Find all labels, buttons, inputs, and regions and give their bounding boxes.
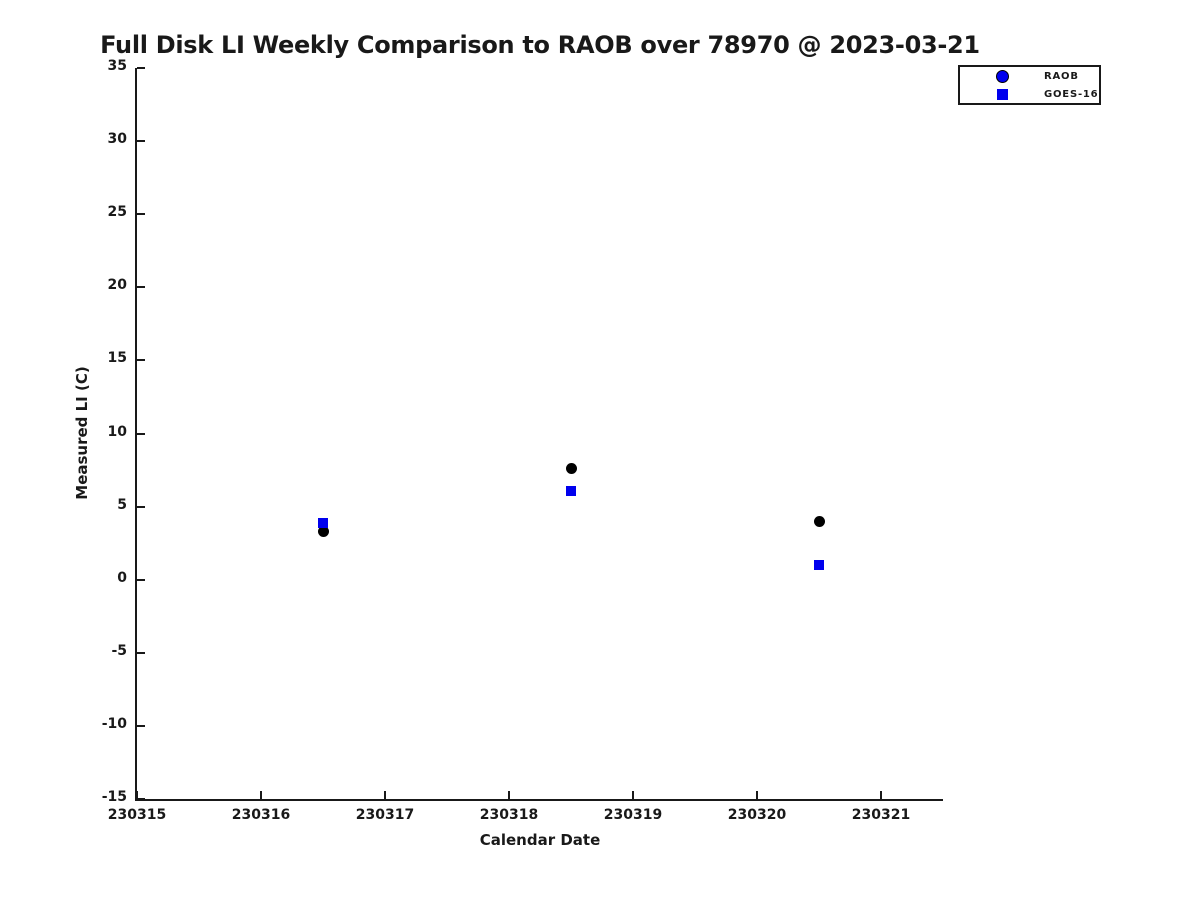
data-point-raob (566, 463, 577, 474)
y-tick-label: 20 (107, 277, 127, 293)
legend-entry-raob: RAOB (960, 67, 1099, 85)
y-tick-label: 10 (107, 424, 127, 440)
legend-marker-cell (960, 88, 1044, 100)
y-tick (137, 652, 145, 654)
x-tick-label: 230320 (727, 807, 787, 823)
x-tick-label: 230321 (851, 807, 911, 823)
y-tick-label: 30 (107, 131, 127, 147)
y-tick-label: -5 (111, 643, 127, 659)
y-tick (137, 506, 145, 508)
x-tick-label: 230315 (107, 807, 167, 823)
chart-title: Full Disk LI Weekly Comparison to RAOB o… (100, 31, 980, 59)
y-tick (137, 286, 145, 288)
data-point-goes-16 (566, 486, 576, 496)
y-tick (137, 213, 145, 215)
legend: RAOB GOES-16 (958, 65, 1101, 105)
x-axis-label: Calendar Date (479, 831, 601, 849)
x-tick-label: 230317 (355, 807, 415, 823)
legend-marker-cell (960, 69, 1044, 83)
x-tick-label: 230318 (479, 807, 539, 823)
data-point-goes-16 (318, 518, 328, 528)
data-point-raob (814, 516, 825, 527)
y-tick (137, 140, 145, 142)
y-tick (137, 359, 145, 361)
y-tick-label: -10 (101, 716, 127, 732)
data-point-goes-16 (814, 560, 824, 570)
y-tick-label: 35 (107, 58, 127, 74)
raob-circle-icon (995, 69, 1009, 83)
y-tick (137, 579, 145, 581)
y-tick (137, 725, 145, 727)
y-tick (137, 433, 145, 435)
x-tick-label: 230316 (231, 807, 291, 823)
legend-label-raob: RAOB (1044, 70, 1079, 82)
y-tick-label: 0 (117, 570, 127, 586)
plot-area (135, 67, 943, 801)
x-tick (260, 791, 262, 799)
legend-label-goes16: GOES-16 (1044, 88, 1099, 100)
x-tick (880, 791, 882, 799)
x-tick (508, 791, 510, 799)
x-tick-label: 230319 (603, 807, 663, 823)
y-tick-label: 15 (107, 350, 127, 366)
y-tick (137, 67, 145, 69)
y-tick-label: -15 (101, 789, 127, 805)
x-tick (384, 791, 386, 799)
x-tick (136, 791, 138, 799)
y-tick-label: 5 (117, 497, 127, 513)
goes16-square-icon (996, 88, 1008, 100)
legend-entry-goes16: GOES-16 (960, 85, 1099, 103)
y-tick (137, 798, 145, 800)
x-tick (632, 791, 634, 799)
x-tick (756, 791, 758, 799)
y-tick-label: 25 (107, 204, 127, 220)
data-point-raob (318, 526, 329, 537)
